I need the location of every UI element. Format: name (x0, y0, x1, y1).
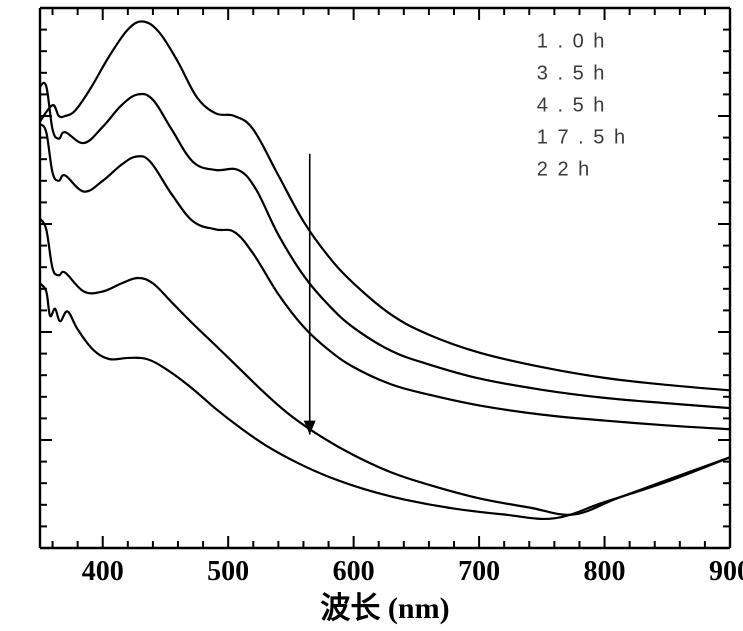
x-tick-label: 800 (584, 556, 626, 587)
x-tick-label: 500 (207, 556, 249, 587)
x-tick-label: 600 (333, 556, 375, 587)
chart-container: 400 500 600 700 800 900 1 . 0 h 3 . 5 h 4 . 5 h 1… (0, 0, 743, 631)
spectra-chart: 400 500 600 700 800 900 1 . 0 h 3 . 5 h 4 . 5 h 1… (0, 0, 743, 631)
legend-item: 1 7 . 5 h (537, 127, 627, 149)
x-tick-label: 700 (458, 556, 500, 587)
legend-item: 1 . 0 h (537, 31, 607, 53)
x-tick-label: 400 (82, 556, 124, 587)
x-tick-label: 900 (709, 556, 743, 587)
plot-bg (0, 0, 743, 631)
legend-item: 3 . 5 h (537, 63, 607, 85)
x-axis-label: 波长 (nm) (320, 592, 449, 625)
legend-item: 4 . 5 h (537, 95, 607, 117)
legend-item: 2 2 h (537, 159, 591, 181)
